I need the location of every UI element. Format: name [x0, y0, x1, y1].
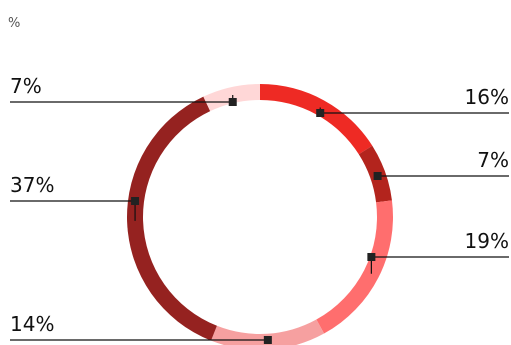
- slice-value-label: 7%: [477, 148, 509, 172]
- donut-slice: [203, 84, 260, 112]
- donut-slice: [211, 319, 325, 345]
- donut-slice: [126, 96, 217, 341]
- slice-value-label: 7%: [10, 74, 42, 98]
- leader-line: [377, 174, 509, 177]
- slice-marker: [373, 172, 382, 180]
- leader-lines: [10, 95, 509, 344]
- slice-value-label: 37%: [10, 173, 54, 197]
- slice-marker: [316, 109, 325, 117]
- donut-slices: [126, 84, 393, 345]
- slice-marker: [367, 253, 376, 261]
- slice-marker: [263, 336, 272, 344]
- value-labels: 16% 7% 19% 14% 37% 7%: [10, 74, 509, 336]
- slice-value-label: 14%: [10, 312, 54, 336]
- slice-value-label: 16%: [465, 85, 509, 109]
- donut-slice: [260, 84, 373, 155]
- slice-marker: [228, 98, 237, 106]
- slice-marker: [131, 197, 140, 205]
- donut-slice: [316, 200, 393, 334]
- slice-value-label: 19%: [465, 229, 509, 253]
- unit-label: %: [8, 16, 20, 31]
- leader-line: [370, 256, 509, 274]
- leader-line: [10, 200, 136, 221]
